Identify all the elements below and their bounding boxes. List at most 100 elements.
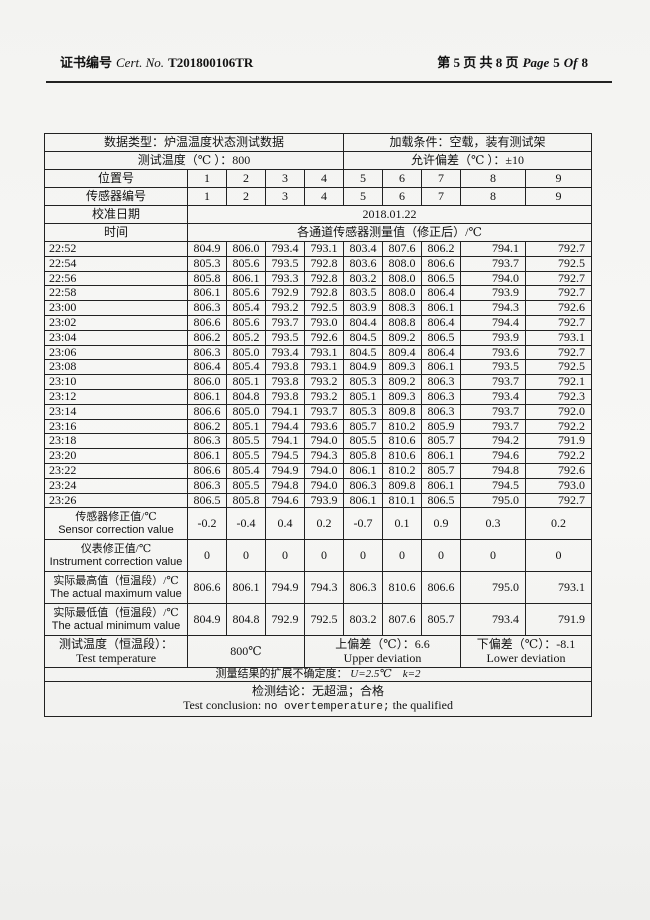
time-cell: 23:10 <box>44 374 188 390</box>
measurement-cell: 806.6 <box>187 403 227 420</box>
measurement-cell: 793.8 <box>265 374 305 390</box>
measurement-cell: 792.8 <box>303 255 345 272</box>
measurement-cell: 794.5 <box>265 448 305 464</box>
sensor-label: 传感器编号 <box>44 187 188 206</box>
measurement-cell: 806.0 <box>226 241 266 257</box>
measurement-cell: 805.1 <box>226 418 266 435</box>
measurement-cell: 792.7 <box>525 285 593 302</box>
measurement-cell: 792.7 <box>525 270 593 287</box>
uncertainty-u: U=2.5℃ <box>350 668 392 681</box>
measurement-cell: 791.9 <box>525 433 593 450</box>
measurement-cell: 805.0 <box>226 403 266 420</box>
sensor-number: 7 <box>421 187 462 206</box>
measurement-cell: 806.4 <box>421 285 462 302</box>
summary-label: 实际最高值（恒温段）/℃ The actual maximum value <box>44 571 188 605</box>
summary-cell: 0 <box>187 539 227 573</box>
position-label: 位置号 <box>44 169 188 188</box>
test-temp-value: 800℃ <box>187 635 305 669</box>
measurement-cell: 793.8 <box>265 388 305 405</box>
summary-cell: 807.6 <box>382 603 423 637</box>
summary-cell: 0.1 <box>382 507 423 541</box>
measurement-cell: 804.5 <box>343 344 384 361</box>
measurement-cell: 792.6 <box>525 462 593 479</box>
time-cell: 23:18 <box>44 433 188 450</box>
table-row: 23:26 806.5 805.8 794.6 793.9 806.1 810.1 806.5… <box>44 492 593 509</box>
measurement-cell: 809.8 <box>382 403 423 420</box>
lower-dev-cn: 下偏差（℃）：-8.1 <box>476 637 576 652</box>
sensor-number: 5 <box>343 187 384 206</box>
measurement-cell: 794.6 <box>460 448 527 464</box>
test-temp-label: 测试温度（恒温段）： Test temperature <box>44 635 188 669</box>
measurement-cell: 806.3 <box>421 374 462 390</box>
time-cell: 23:00 <box>44 300 188 316</box>
measurement-cell: 794.4 <box>265 418 305 435</box>
table-row: 23:00 806.3 805.4 793.2 792.5 803.9 808.3 806.1… <box>44 300 593 316</box>
sensor-number: 9 <box>525 187 593 206</box>
measurement-cell: 807.6 <box>382 241 423 257</box>
measurement-cell: 793.1 <box>303 344 345 361</box>
measurement-cell: 793.7 <box>303 403 345 420</box>
time-cell: 23:22 <box>44 462 188 479</box>
measurement-cell: 806.3 <box>343 477 384 494</box>
measurement-cell: 794.5 <box>460 477 527 494</box>
measurement-cell: 793.4 <box>460 388 527 405</box>
load-condition: 加载条件：空载，装有测试架 <box>343 133 593 152</box>
summary-cell: 803.2 <box>343 603 384 637</box>
measurement-cell: 805.4 <box>226 300 266 316</box>
measurement-cell: 792.5 <box>525 359 593 376</box>
conclusion-en-1: Test conclusion: <box>183 697 262 712</box>
summary-label-cn: 实际最低值（恒温段）/℃ <box>53 607 179 620</box>
sensor-number: 2 <box>226 187 266 206</box>
position-number: 1 <box>187 169 227 188</box>
measurement-cell: 805.3 <box>343 403 384 420</box>
measurement-cell: 792.8 <box>303 270 345 287</box>
cert-label-cn: 证书编号 <box>60 55 113 70</box>
summary-cell: 0 <box>343 539 384 573</box>
measurement-cell: 806.2 <box>187 329 227 346</box>
measurement-cell: 806.1 <box>187 448 227 464</box>
test-temp-cn: 测试温度（恒温段）： <box>58 637 173 652</box>
summary-cell: 795.0 <box>460 571 527 605</box>
time-cell: 23:20 <box>44 448 188 464</box>
time-label: 时间 <box>44 223 188 242</box>
measurement-cell: 794.0 <box>303 433 345 450</box>
measurement-cell: 806.1 <box>421 359 462 376</box>
measurement-cell: 792.7 <box>525 314 593 331</box>
measurement-cell: 805.6 <box>226 255 266 272</box>
summary-row: 实际最低值（恒温段）/℃ The actual minimum value 804.… <box>44 603 593 637</box>
measurement-cell: 806.5 <box>421 270 462 287</box>
summary-cell: 0 <box>460 539 527 573</box>
measurement-cell: 793.9 <box>460 329 527 346</box>
cert-number: 证书编号 Cert. No. T201800106TR <box>60 52 253 71</box>
measurement-cell: 793.7 <box>460 374 527 390</box>
summary-cell: 792.9 <box>265 603 305 637</box>
measurement-cell: 794.0 <box>303 462 345 479</box>
page-of: Of <box>563 55 578 70</box>
uncertainty-k: k=2 <box>402 668 421 681</box>
measurement-cell: 806.6 <box>421 255 462 272</box>
measurement-cell: 793.5 <box>265 255 305 272</box>
time-cell: 23:16 <box>44 418 188 435</box>
summary-label-en: The actual maximum value <box>50 587 182 600</box>
summary-cell: 0 <box>265 539 305 573</box>
sensor-number: 4 <box>303 187 345 206</box>
summary-cell: 806.1 <box>226 571 266 605</box>
data-type: 数据类型：炉温温度状态测试数据 <box>43 133 345 152</box>
upper-dev-en: Upper deviation <box>343 650 422 665</box>
upper-dev-cn: 上偏差（℃）：6.6 <box>335 637 430 652</box>
table-row: 23:18 806.3 805.5 794.1 794.0 805.5 810.6 805.7… <box>44 433 593 450</box>
measurement-cell: 793.1 <box>525 329 593 346</box>
measurement-cell: 793.6 <box>303 418 345 435</box>
summary-cell: 806.6 <box>187 571 227 605</box>
page-en-total: 8 <box>581 55 589 70</box>
measurement-cell: 793.0 <box>303 314 345 331</box>
summary-cell: 0.2 <box>525 507 593 541</box>
table-row: 23:08 806.4 805.4 793.8 793.1 804.9 809.3 806.1… <box>44 359 593 376</box>
summary-cell: 794.9 <box>265 571 305 605</box>
measurement-cell: 808.3 <box>382 300 423 316</box>
measurement-cell: 805.7 <box>421 433 462 450</box>
time-cell: 23:06 <box>44 344 188 361</box>
table-row: 23:12 806.1 804.8 793.8 793.2 805.1 809.3 806.3… <box>44 388 593 405</box>
time-cell: 23:02 <box>44 314 188 331</box>
summary-cell: 0.9 <box>421 507 462 541</box>
